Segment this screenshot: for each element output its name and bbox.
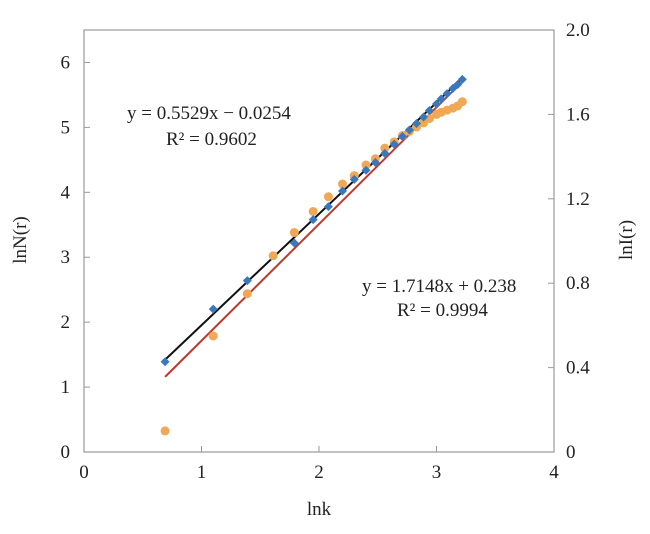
y-left-tick-label: 5 <box>61 117 71 138</box>
fit-r2-orange: R² = 0.9602 <box>166 129 257 150</box>
data-point-lnN <box>453 80 463 90</box>
data-point-lnI <box>289 228 299 238</box>
data-point-lnN <box>404 125 414 135</box>
data-point-lnI <box>361 160 371 170</box>
data-point-lnN <box>419 112 429 122</box>
fit-r2-blue: R² = 0.9994 <box>397 300 488 321</box>
y-left-axis-ticks: 0 1 2 3 4 5 6 <box>61 52 90 463</box>
y-right-axis-title: lnI(r) <box>616 220 637 260</box>
y-left-tick-label: 1 <box>61 377 71 398</box>
y-right-tick-label: 2.0 <box>566 20 590 41</box>
data-point-lnN <box>242 276 252 286</box>
x-axis-title: lnk <box>307 499 332 520</box>
data-point-lnN <box>432 99 441 109</box>
y-left-tick-label: 0 <box>61 442 71 463</box>
y-left-axis-title: lnN(r) <box>10 216 31 263</box>
data-point-lnI <box>208 331 218 341</box>
y-right-tick-label: 0.8 <box>566 273 590 294</box>
data-point-lnN <box>289 238 299 248</box>
y-right-tick-label: 0.4 <box>566 358 590 379</box>
data-point-lnN <box>370 157 380 167</box>
data-point-lnN <box>436 94 446 104</box>
data-point-lnN <box>389 139 399 149</box>
data-point-lnI <box>380 143 390 153</box>
data-point-lnN <box>397 131 407 141</box>
fit-equation-blue: y = 1.7148x + 0.238 <box>362 276 516 297</box>
data-point-lnN <box>442 89 452 99</box>
y-left-tick-label: 3 <box>61 247 71 268</box>
x-tick-label: 1 <box>197 462 207 483</box>
data-point-lnN <box>424 106 434 116</box>
data-point-lnN <box>380 148 390 158</box>
data-point-lnI <box>457 97 467 107</box>
y-left-tick-label: 2 <box>61 312 71 333</box>
y-right-axis-ticks: 0 0.4 0.8 1.2 1.6 2.0 <box>548 20 590 463</box>
data-point-lnI <box>242 289 252 299</box>
x-tick-label: 0 <box>79 462 89 483</box>
y-left-tick-label: 6 <box>61 52 71 73</box>
data-point-lnN <box>338 186 347 196</box>
data-point-lnN <box>323 202 333 212</box>
x-tick-label: 3 <box>432 462 442 483</box>
data-point-lnN <box>349 174 359 184</box>
data-points <box>160 74 467 436</box>
x-axis-ticks: 0 1 2 3 4 <box>79 446 559 483</box>
y-right-tick-label: 0 <box>566 442 576 463</box>
data-point-lnN <box>412 118 422 128</box>
data-point-lnN <box>361 165 371 175</box>
data-point-lnN <box>457 74 467 84</box>
data-point-lnI <box>160 426 170 436</box>
fit-equation-orange: y = 0.5529x − 0.0254 <box>127 103 291 124</box>
y-right-tick-label: 1.6 <box>566 104 590 125</box>
plot-area <box>83 29 555 453</box>
data-point-lnI <box>308 206 318 216</box>
data-point-lnN <box>308 215 318 225</box>
x-tick-label: 2 <box>314 462 324 483</box>
data-point-lnI <box>268 251 278 261</box>
data-point-lnI <box>323 192 333 202</box>
x-tick-label: 4 <box>549 462 559 483</box>
data-point-lnN <box>208 304 218 314</box>
y-left-tick-label: 4 <box>61 182 71 203</box>
y-right-tick-label: 1.2 <box>566 189 590 210</box>
data-point-lnN <box>160 357 170 367</box>
data-point-lnI <box>338 179 347 189</box>
